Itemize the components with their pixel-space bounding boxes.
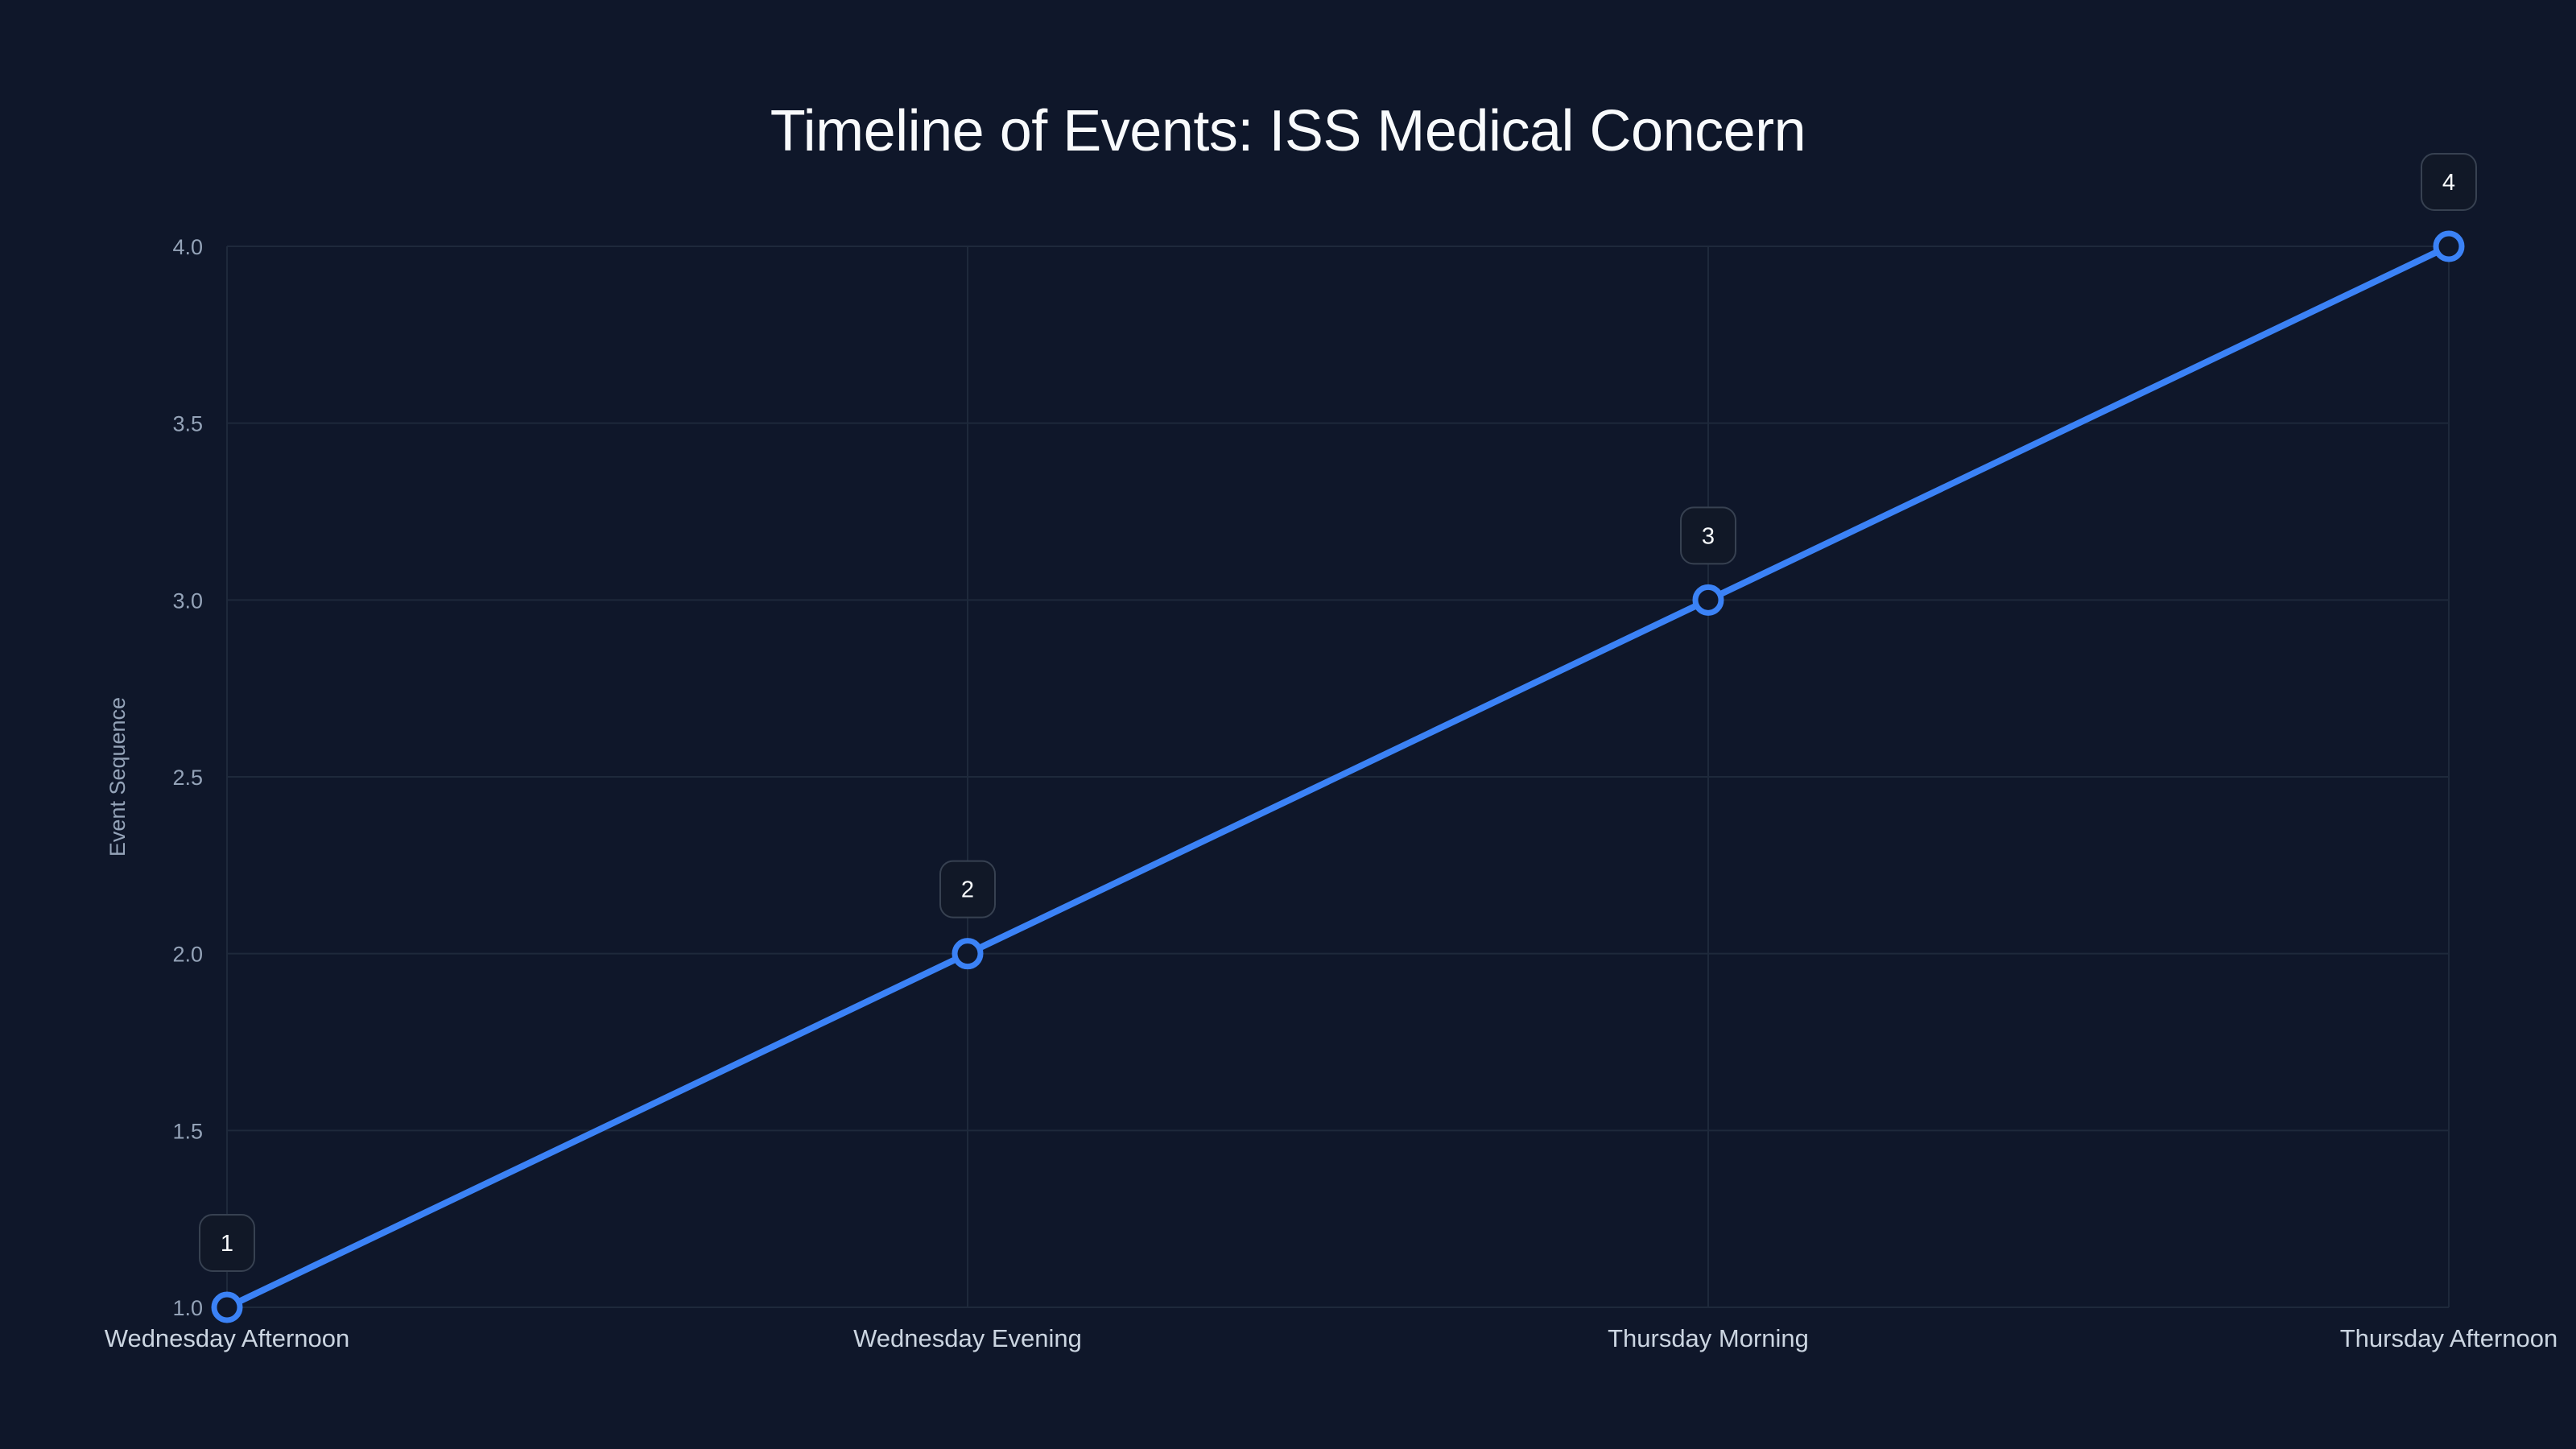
point-label-box	[1680, 506, 1736, 565]
chart-title: Timeline of Events: ISS Medical Concern	[770, 99, 1806, 163]
y-axis-ticks: 1.0 1.5 2.0 2.5 3.0 3.5 4.0	[172, 235, 203, 1320]
x-axis-labels: Wednesday Afternoon Wednesday Evening Thur…	[105, 1324, 2558, 1352]
grid-lines	[226, 246, 2450, 1308]
x-category-label: Wednesday Evening	[853, 1324, 1082, 1352]
y-axis-title: Event Sequence	[105, 697, 130, 857]
y-tick-label: 4.0	[172, 235, 203, 259]
y-tick-label: 3.0	[172, 588, 203, 613]
point-label-text: 1	[221, 1231, 233, 1257]
x-category-label: Thursday Morning	[1608, 1324, 1809, 1352]
data-point-marker[interactable]	[1692, 584, 1724, 616]
point-label-box	[939, 860, 996, 919]
y-tick-label: 2.0	[172, 943, 203, 967]
point-label-text: 4	[2442, 170, 2455, 196]
data-point-marker[interactable]	[2433, 230, 2465, 262]
data-series	[211, 230, 2465, 1323]
y-tick-label: 3.5	[172, 412, 203, 436]
point-label-text: 2	[961, 877, 974, 903]
data-point-marker[interactable]	[211, 1291, 243, 1323]
point-label-text: 3	[1702, 523, 1715, 549]
y-tick-label: 1.0	[172, 1296, 203, 1320]
point-label: 1	[199, 1214, 255, 1272]
y-tick-label: 1.5	[172, 1119, 203, 1143]
point-label: 4	[2421, 153, 2477, 211]
point-labels: 1 2 3 4	[199, 153, 2477, 1272]
point-label: 3	[1680, 506, 1736, 565]
point-label: 2	[939, 860, 996, 919]
x-category-label: Thursday Afternoon	[2340, 1324, 2558, 1352]
series-line	[224, 243, 2452, 1311]
point-label-box	[2421, 153, 2477, 211]
x-category-label: Wednesday Afternoon	[105, 1324, 349, 1352]
point-label-box	[199, 1214, 255, 1272]
data-point-marker[interactable]	[952, 938, 984, 970]
y-tick-label: 2.5	[172, 766, 203, 790]
